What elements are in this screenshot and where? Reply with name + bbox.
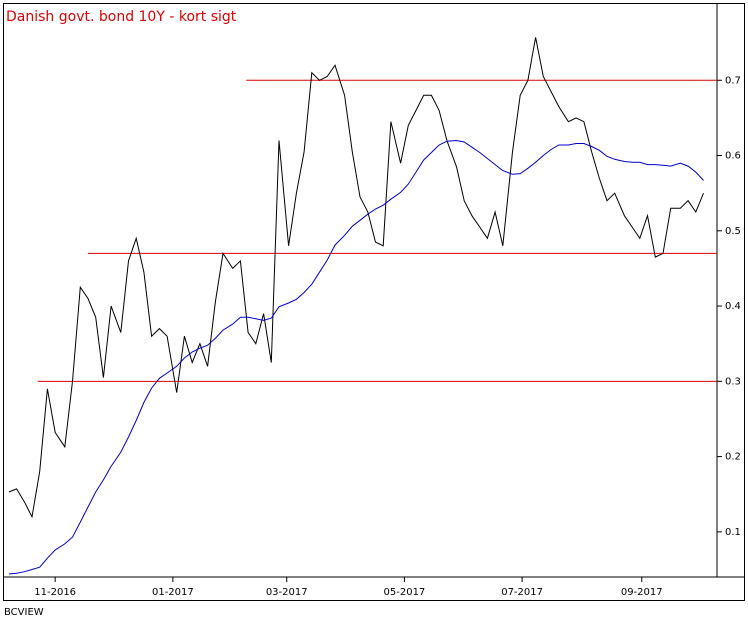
- chart-title: Danish govt. bond 10Y - kort sigt: [6, 9, 237, 25]
- y-tick-label: 0.1: [725, 527, 741, 538]
- x-tick-label: 07-2017: [501, 587, 543, 598]
- series-line: [8, 139, 704, 575]
- x-tick-label: 05-2017: [384, 587, 426, 598]
- y-tick-label: 0.4: [725, 301, 741, 312]
- x-tick-label: 01-2017: [152, 587, 194, 598]
- y-tick-label: 0.3: [725, 376, 741, 387]
- x-tick-label: 09-2017: [621, 587, 663, 598]
- footer: BCVIEW: [4, 607, 44, 618]
- y-tick-label: 0.6: [725, 151, 741, 162]
- x-tick-label: 11-2016: [34, 587, 76, 598]
- y-tick-label: 0.2: [725, 452, 741, 463]
- series-line: [8, 37, 704, 519]
- frame: [3, 3, 745, 601]
- y-tick-label: 0.5: [725, 226, 741, 237]
- x-tick-label: 03-2017: [266, 587, 308, 598]
- y-tick-label: 0.7: [725, 75, 741, 86]
